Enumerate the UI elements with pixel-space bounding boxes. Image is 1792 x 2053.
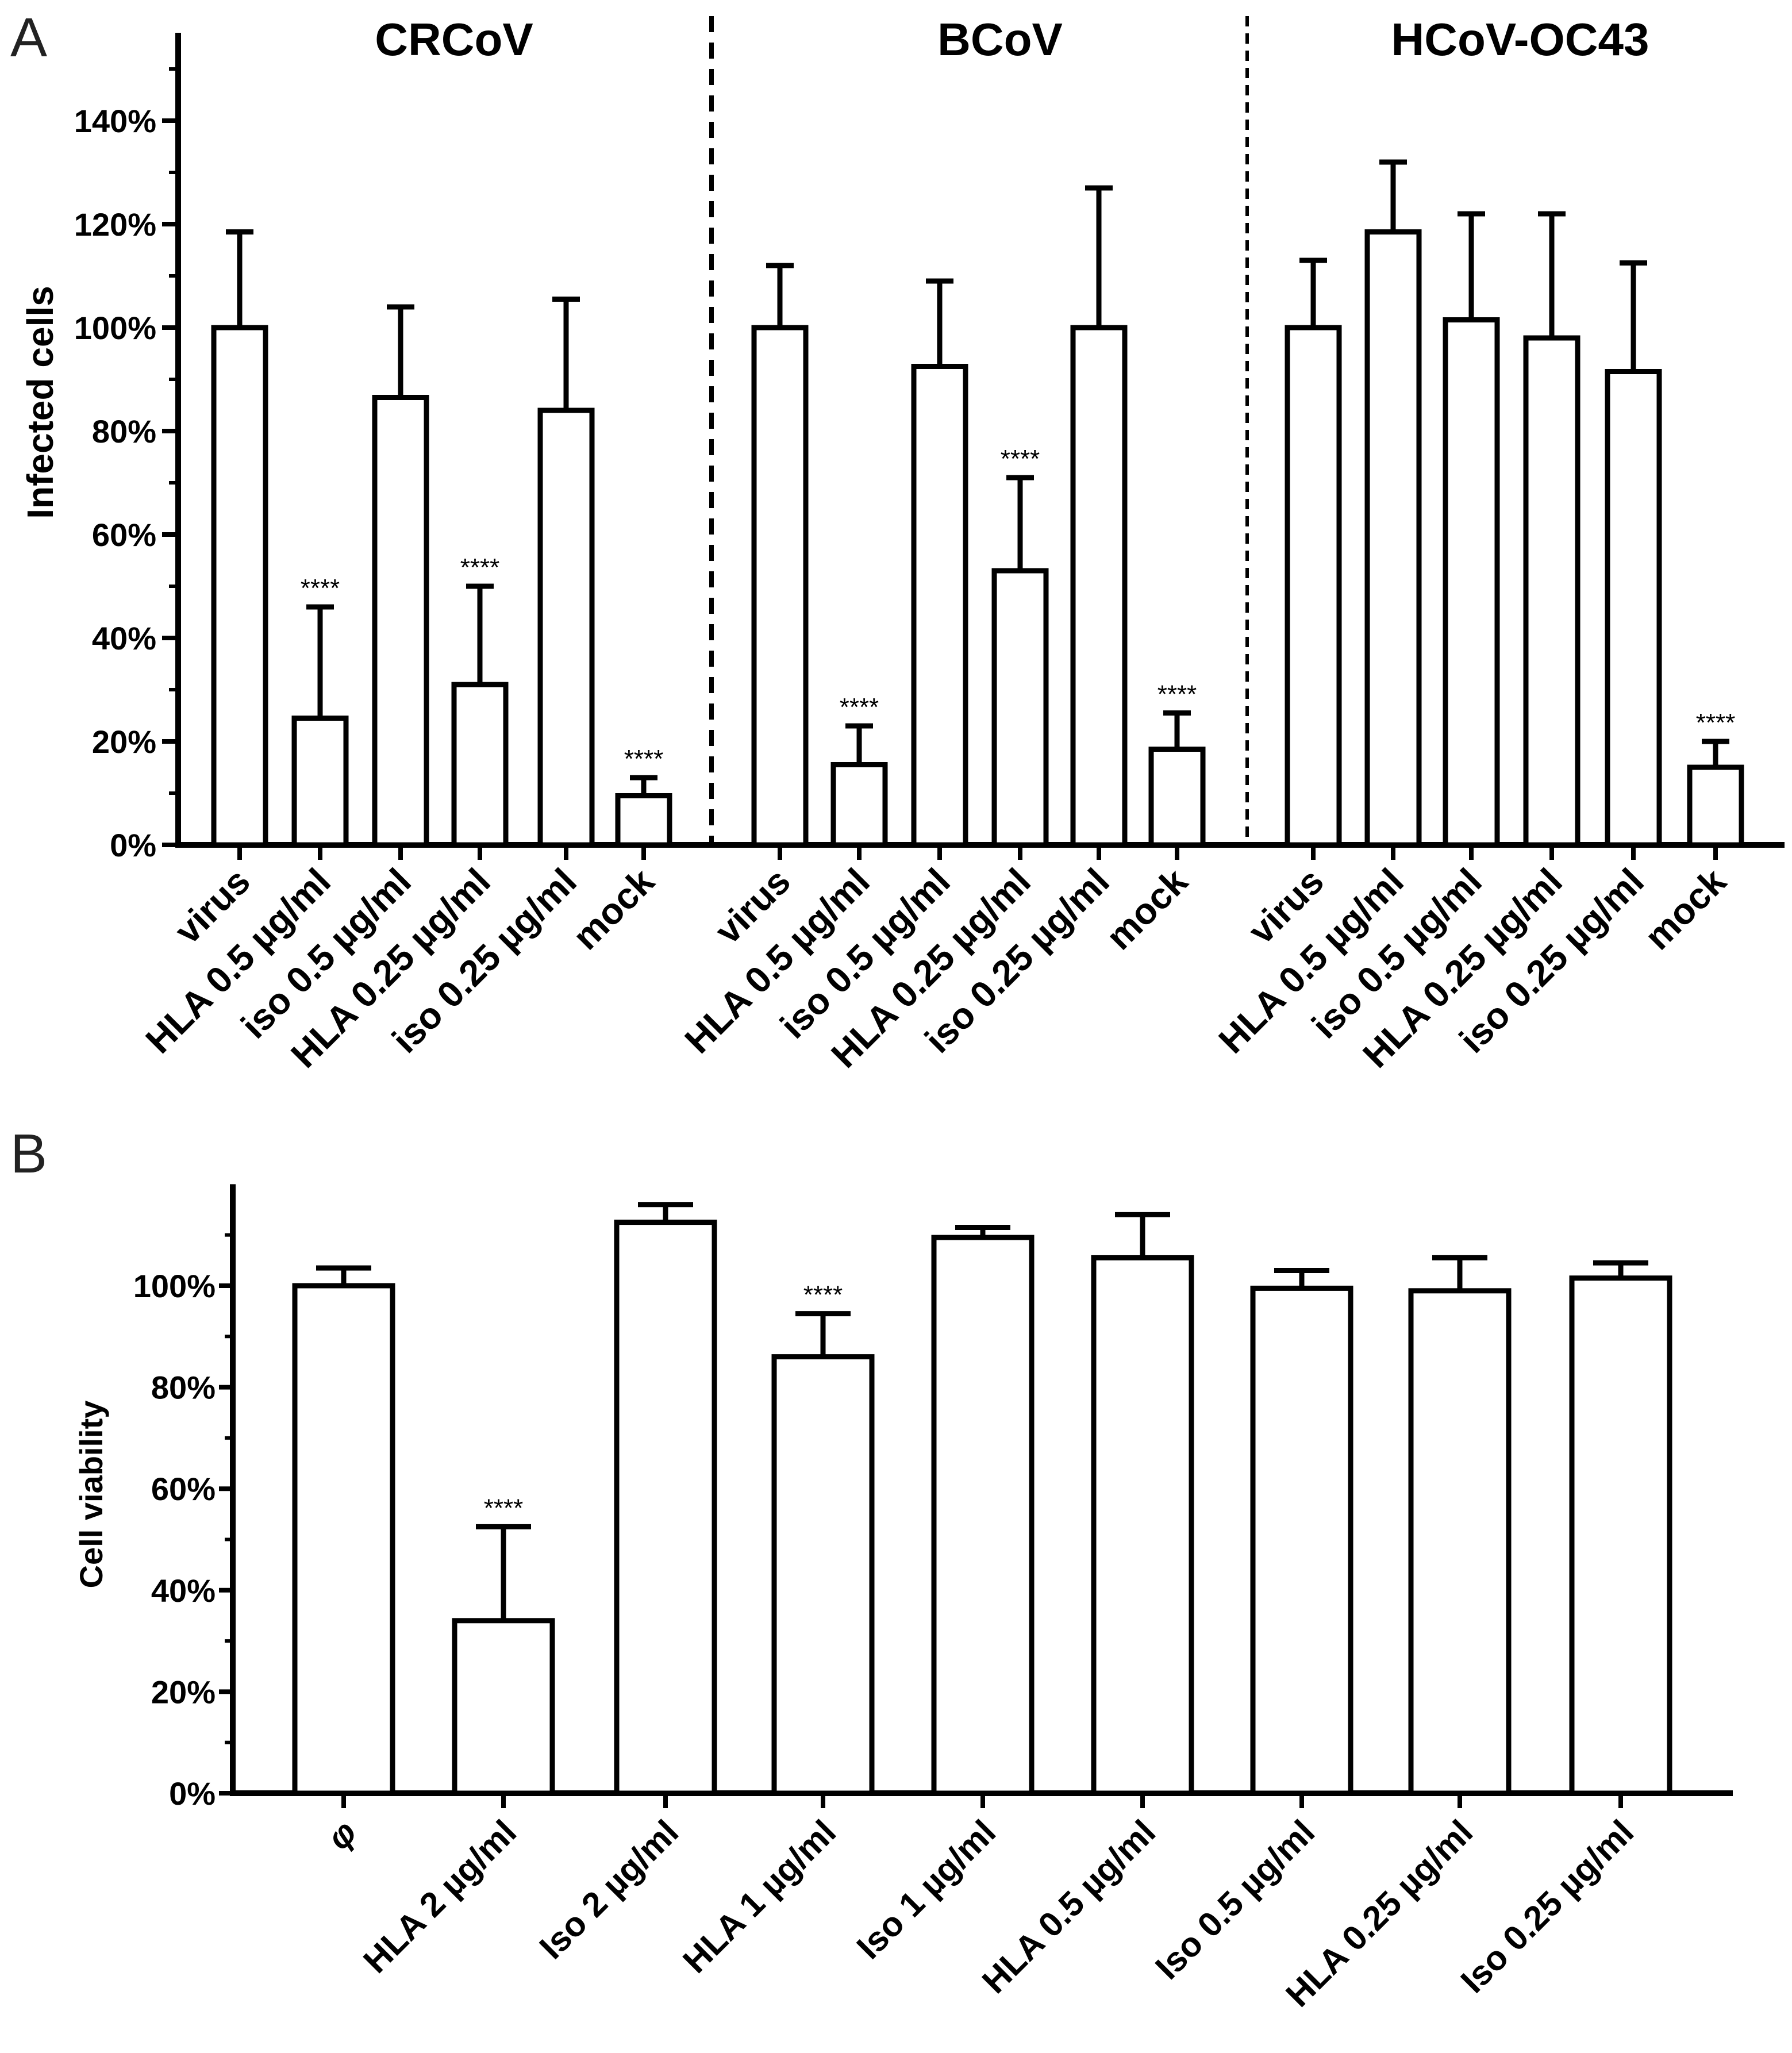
panel-a-bar (537, 407, 595, 848)
panel-a-group-title: BCoV (937, 14, 1063, 65)
panel-b-y-tick-label: 60% (151, 1471, 216, 1507)
panel-a-y-tick-label: 0% (110, 827, 156, 863)
panel-b-bar (614, 1220, 717, 1796)
panel-a-bar (615, 793, 672, 848)
panel-b-y-tick-label: 40% (151, 1573, 216, 1609)
panel-b-category-label: HLA 1 µg/ml (675, 1813, 843, 1981)
panel-a-significance-marker: **** (460, 553, 500, 582)
panel-a-bar (1523, 335, 1581, 848)
panel-b-bar (1569, 1275, 1672, 1796)
panel-b-category-label: HLA 2 µg/ml (356, 1813, 524, 1981)
panel-b-y-tick-label: 100% (133, 1268, 216, 1304)
panel-a-letter: A (10, 7, 47, 68)
panel-b-significance-marker: **** (484, 1494, 524, 1522)
panel-a-bar (1605, 369, 1662, 848)
panel-a-bar (830, 762, 888, 848)
panel-a-y-tick-label: 60% (92, 517, 156, 553)
panel-a-y-axis-title: Infected cells (20, 286, 61, 519)
panel-a-y-tick-label: 20% (92, 724, 156, 760)
panel-b-y-tick-label: 20% (151, 1674, 216, 1710)
panel-a-y-tick-label: 140% (74, 103, 156, 139)
panel-b-category-label: φ (320, 1813, 364, 1857)
panel-a-y-tick-label: 100% (74, 310, 156, 346)
panel-b-letter: B (10, 1123, 47, 1185)
panel-a-bar (1070, 325, 1128, 848)
panel-b-bar (1250, 1285, 1353, 1796)
panel-b-category-label: Iso 1 µg/ml (849, 1813, 1003, 1967)
panel-b-bar (1408, 1288, 1512, 1796)
panel-a-bar (1687, 764, 1744, 848)
panel-a-category-label: mock (1098, 860, 1195, 958)
panel-a-chart: 0% 20% 40% 60% 80% 100% 120% 140% Infected cells… (20, 14, 1785, 1076)
panel-b-category-label: HLA 0.5 µg/ml (975, 1813, 1163, 2001)
panel-a-bar (1364, 229, 1422, 848)
panel-b-y-tick-label: 0% (169, 1775, 216, 1812)
panel-b-bar (771, 1354, 875, 1796)
panel-b-bar (1091, 1255, 1194, 1796)
panel-a-group-title: CRCoV (375, 14, 533, 65)
panel-a-significance-marker: **** (624, 745, 664, 773)
panel-b-bar (452, 1618, 555, 1796)
panel-a-bar (291, 716, 349, 848)
panel-a-category-label: mock (565, 860, 662, 958)
panel-a-bar (1285, 325, 1342, 848)
panel-b-category-label: Iso 0.5 µg/ml (1148, 1813, 1322, 1987)
panel-a-y-tick-label: 120% (74, 206, 156, 243)
panel-a-significance-marker: **** (840, 693, 879, 721)
panel-a-bar (991, 568, 1049, 848)
panel-b-chart: 0% 20% 40% 60% 80% 100% Cell viability φ **** HLA… (73, 1184, 1733, 2014)
panel-a-significance-marker: **** (301, 574, 340, 602)
panel-a-significance-marker: **** (1696, 709, 1736, 737)
panel-a-bar (911, 364, 968, 848)
panel-a-bar (1443, 317, 1500, 848)
panel-a-bar (451, 682, 509, 848)
panel-a-y-tick-label: 40% (92, 620, 156, 656)
panel-a-category-label: mock (1637, 860, 1734, 958)
panel-a-significance-marker: **** (1001, 445, 1040, 473)
panel-a-bar (1148, 747, 1206, 848)
panel-a-group-title: HCoV-OC43 (1391, 14, 1649, 65)
panel-a-y-tick-label: 80% (92, 413, 156, 449)
panel-b-y-axis-title: Cell viability (73, 1401, 109, 1589)
panel-b-y-tick-label: 80% (151, 1370, 216, 1406)
panel-a-significance-marker: **** (1158, 681, 1197, 709)
panel-a-bar (211, 325, 268, 848)
panel-b-category-label: Iso 0.25 µg/ml (1453, 1813, 1641, 2000)
panel-b-category-label: Iso 2 µg/ml (532, 1813, 686, 1967)
panel-b-bar (292, 1283, 395, 1796)
panel-a-bar (751, 325, 809, 848)
panel-b-bar (931, 1235, 1035, 1796)
panel-b-significance-marker: **** (803, 1281, 843, 1309)
panel-a-bar (372, 395, 429, 848)
